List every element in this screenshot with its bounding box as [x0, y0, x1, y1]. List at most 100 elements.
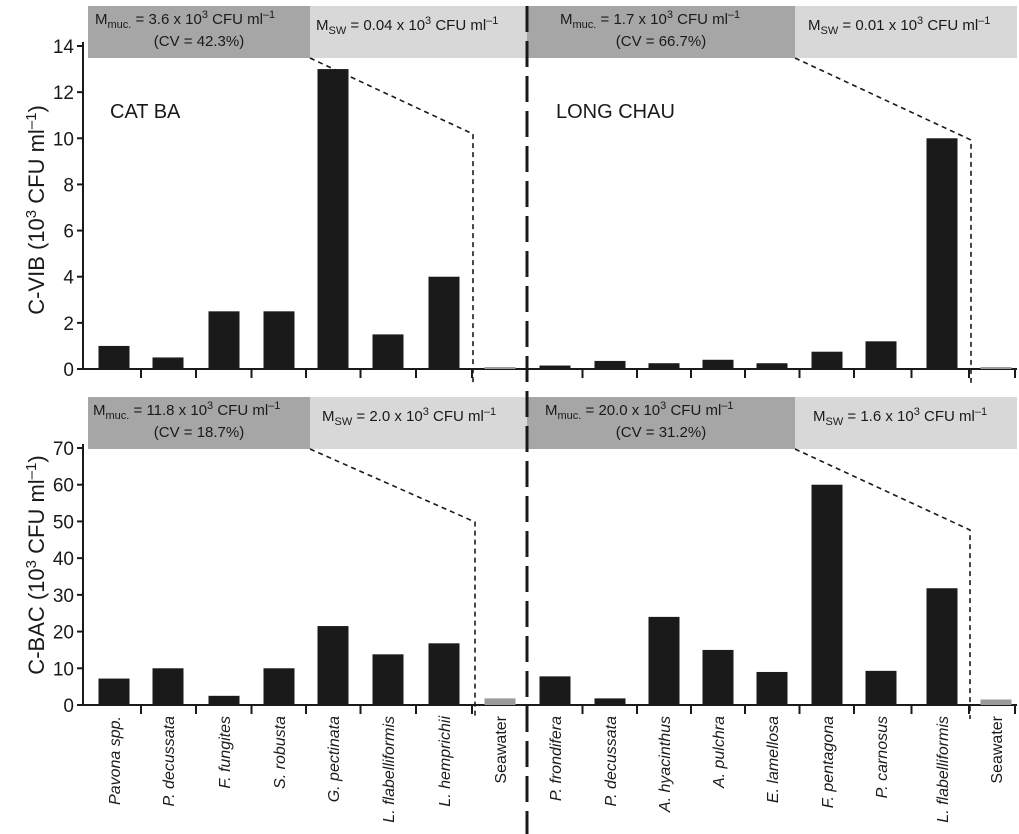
- top-catba-zoom-guide: [309, 57, 474, 383]
- top-banner-right-muc-bg: [527, 6, 795, 58]
- bottom-y-tick-label: 70: [53, 439, 74, 460]
- longchau-category-label: F. pentagona: [820, 716, 837, 808]
- top-longchau-bar: [865, 341, 897, 369]
- bottom-banner-right-muc-bg: [527, 397, 795, 449]
- longchau-category-label: E. lamellosa: [765, 716, 782, 803]
- bottom-catba-bar: [428, 643, 460, 705]
- catba-category-label: S. robusta: [272, 716, 289, 789]
- top-left-sw-text: MSW = 0.04 x 103 CFU ml–1: [316, 15, 498, 37]
- bottom-right-sw-text: MSW = 1.6 x 103 CFU ml–1: [813, 406, 987, 428]
- top-catba-bar: [152, 357, 184, 369]
- bottom-longchau-zoom-guide: [794, 448, 971, 719]
- top-longchau-zoom-guide: [794, 57, 972, 383]
- top-y-tick-label: 4: [63, 268, 74, 289]
- bottom-catba-bar: [152, 668, 184, 705]
- top-banner-left-muc-bg: [88, 6, 310, 58]
- bottom-y-tick-label: 60: [53, 476, 74, 497]
- bottom-banner-right-sw-bg: [795, 397, 1017, 449]
- bottom-y-tick-label: 20: [53, 623, 74, 644]
- longchau-category-label: P. carnosus: [874, 716, 891, 798]
- top-y-tick-label: 14: [53, 37, 75, 58]
- bottom-longchau-bar: [539, 676, 571, 705]
- catba-category-label: P. decussata: [161, 716, 178, 807]
- region-label-right: LONG CHAU: [556, 101, 675, 123]
- top-longchau-bar: [648, 363, 680, 369]
- bottom-longchau-bar: [594, 698, 626, 705]
- longchau-category-label: Seawater: [989, 715, 1006, 783]
- top-catba-bar: [428, 276, 460, 369]
- top-left-muc-cv: (CV = 42.3%): [154, 33, 244, 50]
- top-catba-seawater-bar: [484, 367, 516, 369]
- top-longchau-bar: [702, 359, 734, 369]
- top-catba-bar: [263, 311, 295, 369]
- longchau-category-label: P. frondifera: [548, 716, 565, 801]
- bottom-catba-bar: [317, 626, 349, 705]
- bottom-catba-bar: [98, 678, 130, 705]
- top-longchau-seawater-bar: [980, 367, 1012, 369]
- catba-category-label: F. fungites: [217, 716, 234, 789]
- guides-layer: [309, 57, 972, 719]
- catba-category-label: L. flabelliformis: [381, 716, 398, 823]
- longchau-category-label: P. decussata: [603, 716, 620, 807]
- region-label-left: CAT BA: [110, 101, 181, 123]
- top-longchau-bar: [756, 363, 788, 369]
- longchau-category-label: L. flabelliformis: [935, 716, 952, 823]
- top-y-tick-label: 8: [63, 175, 74, 196]
- bottom-left-muc-text: Mmuc. = 11.8 x 103 CFU ml–1: [93, 400, 280, 422]
- top-banner-right-sw-bg: [795, 6, 1017, 58]
- catba-category-label: Seawater: [493, 715, 510, 783]
- bottom-longchau-bar: [756, 671, 788, 705]
- bars-layer: [98, 69, 1012, 705]
- top-longchau-bar: [811, 351, 843, 369]
- top-catba-bar: [372, 334, 404, 369]
- catba-category-label: Pavona spp.: [107, 716, 124, 805]
- top-right-muc-text: Mmuc. = 1.7 x 103 CFU ml–1: [560, 9, 740, 31]
- bottom-longchau-bar: [702, 649, 734, 705]
- bottom-catba-seawater-bar: [484, 698, 516, 705]
- top-longchau-bar: [926, 138, 958, 369]
- longchau-category-label: A. pulchra: [711, 716, 728, 789]
- bottom-catba-zoom-guide: [309, 448, 476, 719]
- bottom-longchau-bar: [811, 484, 843, 705]
- bottom-banner-left-sw-bg: [310, 397, 527, 449]
- bottom-right-muc-text: Mmuc. = 20.0 x 103 CFU ml–1: [545, 400, 734, 422]
- axes-layer: 0 2 4 6 8 10 12 14 0 10 20 30 40 50 60 70: [53, 37, 1017, 717]
- bottom-longchau-seawater-bar: [980, 699, 1012, 705]
- top-y-tick-label: 6: [63, 222, 74, 243]
- top-y-tick-label: 2: [63, 314, 74, 335]
- bottom-longchau-bar: [926, 588, 958, 705]
- bottom-left-muc-cv: (CV = 18.7%): [154, 424, 244, 441]
- top-longchau-bar: [594, 360, 626, 369]
- bottom-catba-bar: [208, 695, 240, 705]
- bottom-longchau-bar: [648, 616, 680, 705]
- bottom-y-tick-label: 10: [53, 659, 74, 680]
- bottom-banner-left-muc-bg: [88, 397, 310, 449]
- bottom-y-tick-label: 30: [53, 586, 74, 607]
- bottom-right-muc-cv: (CV = 31.2%): [616, 424, 706, 441]
- catba-category-label: L. hemprichii: [437, 716, 454, 807]
- top-y-axis-title: C-VIB (103 CFU ml–1): [23, 105, 49, 315]
- bottom-y-tick-label: 0: [63, 696, 74, 717]
- longchau-category-label: A. hyacinthus: [657, 716, 674, 813]
- top-banner-group: Mmuc. = 3.6 x 103 CFU ml–1 (CV = 42.3%) …: [88, 6, 1017, 58]
- category-labels-layer: Pavona spp. P. decussata F. fungites S. rob…: [107, 715, 1006, 822]
- bottom-banner-group: Mmuc. = 11.8 x 103 CFU ml–1 (CV = 18.7%)…: [88, 397, 1017, 449]
- bottom-catba-bar: [263, 668, 295, 705]
- bottom-longchau-bar: [865, 670, 897, 705]
- top-y-tick-label: 12: [53, 83, 74, 104]
- top-catba-bar: [317, 69, 349, 370]
- bottom-left-sw-text: MSW = 2.0 x 103 CFU ml–1: [322, 406, 496, 428]
- top-catba-bar: [98, 345, 130, 369]
- bottom-y-tick-label: 40: [53, 549, 74, 570]
- bottom-catba-bar: [372, 654, 404, 705]
- top-longchau-bar: [539, 365, 571, 369]
- top-right-sw-text: MSW = 0.01 x 103 CFU ml–1: [808, 15, 990, 37]
- top-y-tick-label: 10: [53, 129, 74, 150]
- catba-category-label: G. pectinata: [326, 716, 343, 802]
- top-y-tick-label: 0: [63, 360, 74, 381]
- top-right-muc-cv: (CV = 66.7%): [616, 33, 706, 50]
- top-banner-left-sw-bg: [310, 6, 527, 58]
- top-left-muc-text: Mmuc. = 3.6 x 103 CFU ml–1: [95, 9, 275, 31]
- bottom-y-tick-label: 50: [53, 512, 74, 533]
